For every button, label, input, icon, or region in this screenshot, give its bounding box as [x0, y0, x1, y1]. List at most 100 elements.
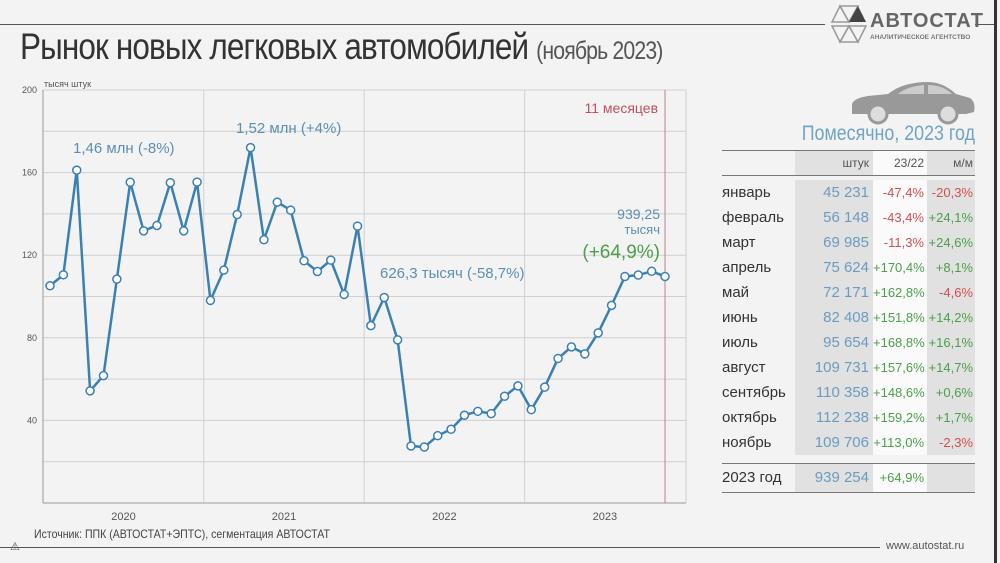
data-point: [419, 442, 430, 452]
autostat-logo: АВТОСТАТ АНАЛИТИЧЕСКОЕ АГЕНТСТВО: [830, 4, 983, 48]
y-tick-label: 200: [22, 85, 37, 95]
divider: [975, 24, 995, 25]
y-axis-label: тысяч штук: [44, 80, 91, 89]
table-row: январь 45 231 -47,4% -20,3%: [722, 180, 975, 205]
col-header: м/м: [927, 151, 975, 175]
month-label: февраль: [722, 209, 784, 226]
units-value: 45 231: [795, 180, 873, 205]
data-point: [299, 256, 309, 266]
data-point: [98, 370, 109, 381]
data-point: [219, 265, 229, 275]
data-point: [272, 197, 283, 207]
data-point: [192, 177, 202, 187]
data-point: [499, 391, 510, 401]
table-row: май 72 171 +162,8% -4,6%: [722, 280, 975, 305]
month-label: ноябрь: [722, 434, 772, 451]
month-label: май: [722, 284, 750, 301]
data-point: [486, 408, 496, 419]
yoy-change: +170,4%: [873, 255, 927, 280]
data-point: [606, 300, 617, 311]
line-chart: 40 80 120 160 200 2020 2021 2022 2023 тысяч штук…: [22, 80, 687, 523]
title-subtitle: (ноябрь 2023): [536, 37, 663, 65]
logo-name: АВТОСТАТ: [870, 10, 984, 32]
total-label: 2023 год: [722, 469, 782, 486]
mom-change: +24,6%: [927, 230, 975, 255]
table-header: штук 23/22 м/м: [722, 150, 975, 176]
units-value: 109 706: [795, 430, 873, 455]
mom-change: -20,3%: [927, 180, 975, 205]
data-point: [513, 381, 523, 391]
data-point: [58, 270, 69, 280]
month-label: август: [722, 359, 766, 376]
data-point: [580, 349, 590, 359]
mom-change: +24,1%: [927, 205, 975, 230]
data-point: [312, 266, 323, 277]
source-note: Источник: ППК (АВТОСТАТ+ЭПТС), сегментац…: [34, 527, 330, 541]
data-point: [620, 271, 630, 282]
month-label: сентябрь: [722, 384, 786, 401]
yoy-change: -11,3%: [873, 230, 927, 255]
yoy-change: +157,6%: [873, 355, 927, 380]
data-point: [112, 274, 122, 284]
total-units: 939 254: [795, 464, 873, 492]
x-tick-label: 2021: [272, 511, 296, 523]
data-point: [138, 226, 149, 236]
x-tick-label: 2023: [593, 511, 617, 523]
data-point: [85, 386, 95, 396]
month-label: октябрь: [722, 409, 777, 426]
yoy-change: -47,4%: [873, 180, 927, 205]
units-value: 109 731: [795, 355, 873, 380]
x-tick-label: 2020: [111, 511, 135, 523]
yoy-change: +151,8%: [873, 305, 927, 330]
units-value: 110 358: [795, 380, 873, 405]
data-point: [432, 430, 443, 441]
units-value: 72 171: [795, 280, 873, 305]
yoy-change: +113,0%: [873, 430, 927, 455]
mom-change: +14,2%: [927, 305, 975, 330]
annotation-2023-value: 939,25: [617, 206, 660, 222]
data-point: [459, 410, 470, 420]
data-point: [205, 295, 216, 306]
x-tick-label: 2022: [432, 511, 456, 523]
units-value: 112 238: [795, 405, 873, 430]
table-row: июль 95 654 +168,8% +16,1%: [722, 330, 975, 355]
total-mom: [927, 464, 975, 492]
mom-change: +14,7%: [927, 355, 975, 380]
month-label: июль: [722, 334, 758, 351]
table-row: ноябрь 109 706 +113,0% -2,3%: [722, 430, 975, 455]
data-point: [352, 221, 363, 231]
data-point: [245, 142, 256, 153]
table-row: август 109 731 +157,6% +14,7%: [722, 355, 975, 380]
y-tick-label: 120: [22, 250, 37, 260]
period-label: 11 месяцев: [585, 100, 659, 116]
data-point: [473, 406, 483, 417]
mom-change: -2,3%: [927, 430, 975, 455]
annotation-2023-growth: (+64,9%): [582, 242, 660, 263]
monthly-table: Помесячно, 2023 год штук 23/22 м/м январ…: [722, 118, 975, 493]
data-point: [165, 177, 176, 188]
logo-hexagon-icon: [830, 4, 868, 44]
data-point: [539, 382, 550, 392]
y-tick-label: 80: [27, 333, 37, 343]
warning-icon: ⚠: [10, 541, 20, 553]
y-tick-label: 40: [27, 415, 37, 425]
data-point: [339, 289, 349, 300]
data-point: [366, 320, 376, 331]
site-link[interactable]: www.autostat.ru: [886, 540, 965, 552]
data-point: [45, 281, 55, 291]
data-point: [553, 353, 563, 364]
table-row: апрель 75 624 +170,4% +8,1%: [722, 255, 975, 280]
data-point: [392, 335, 403, 345]
data-point: [406, 441, 416, 451]
data-point: [446, 424, 456, 435]
yoy-change: +159,2%: [873, 405, 927, 430]
divider: [0, 24, 825, 25]
units-value: 75 624: [795, 255, 873, 280]
annotation-2020: 1,46 млн (-8%): [73, 140, 175, 157]
yoy-change: +162,8%: [873, 280, 927, 305]
title-text: Рынок новых легковых автомобилей: [20, 26, 529, 67]
mom-change: +0,6%: [927, 380, 975, 405]
frame-edge: [994, 0, 997, 563]
data-point: [633, 270, 644, 280]
page-title: Рынок новых легковых автомобилей (ноябрь…: [20, 26, 663, 68]
